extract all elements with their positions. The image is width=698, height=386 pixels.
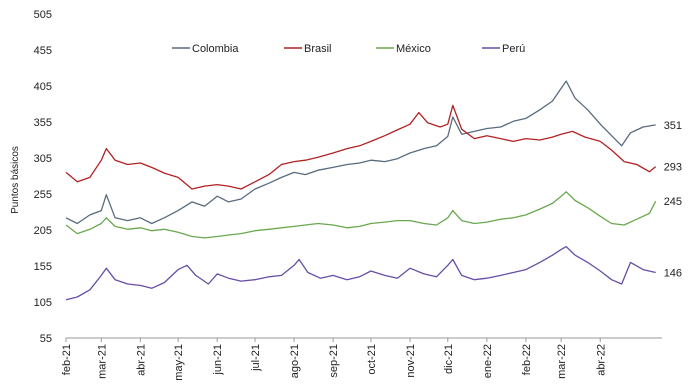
- y-tick-label: 105: [34, 297, 52, 309]
- series-line: [65, 191, 657, 239]
- x-tick-label: feb-22: [521, 344, 533, 375]
- x-tick-label: oct-21: [366, 344, 378, 375]
- y-tick-label: 305: [34, 153, 52, 165]
- y-tick-label: 55: [40, 333, 52, 345]
- y-tick-label: 355: [34, 117, 52, 129]
- legend-label: Colombia: [192, 43, 239, 55]
- y-tick-label: 505: [34, 9, 52, 21]
- series-line: [65, 80, 656, 225]
- x-tick-label: ago-21: [289, 344, 301, 378]
- series-line: [65, 245, 656, 301]
- end-value-label: 351: [664, 120, 682, 132]
- y-axis-ticks: 55 105 155 205 255 305 355 405 455 505: [34, 9, 52, 345]
- y-tick-label: 205: [34, 225, 52, 237]
- x-axis-ticks: feb-21 mar-21 abr-21 may-21 jun-21 jul-21 ago-…: [61, 338, 607, 381]
- x-tick-label: mar-21: [96, 344, 108, 379]
- legend-label: México: [396, 43, 431, 55]
- legend: Colombia Brasil México Perú: [172, 43, 525, 55]
- series-lines: [65, 80, 657, 301]
- end-labels: 351 293 245 146: [664, 120, 682, 280]
- x-tick-label: abr-22: [595, 344, 607, 376]
- end-value-label: 146: [664, 267, 682, 279]
- x-tick-label: jun-21: [212, 344, 224, 376]
- x-tick-label: may-21: [173, 344, 185, 381]
- x-tick-label: mar-22: [556, 344, 568, 379]
- y-tick-label: 255: [34, 189, 52, 201]
- y-tick-label: 405: [34, 81, 52, 93]
- end-value-label: 245: [664, 196, 682, 208]
- y-tick-label: 455: [34, 45, 52, 57]
- series-line: [65, 104, 657, 190]
- y-axis-label: Puntos básicos: [10, 146, 21, 214]
- end-value-label: 293: [664, 162, 682, 174]
- x-tick-label: abr-21: [135, 344, 147, 376]
- x-tick-label: nov-21: [405, 344, 417, 378]
- y-tick-label: 155: [34, 261, 52, 273]
- x-tick-label: jul-21: [250, 344, 262, 372]
- x-tick-label: feb-21: [61, 344, 73, 375]
- x-tick-label: sep-21: [328, 344, 340, 378]
- x-tick-label: dic-21: [443, 344, 455, 374]
- legend-label: Brasil: [304, 43, 332, 55]
- x-tick-label: ene-22: [482, 344, 494, 378]
- legend-label: Perú: [502, 43, 525, 55]
